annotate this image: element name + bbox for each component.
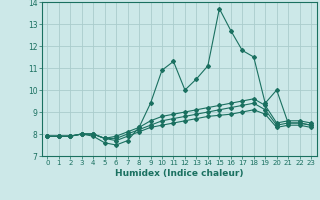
X-axis label: Humidex (Indice chaleur): Humidex (Indice chaleur): [115, 169, 244, 178]
